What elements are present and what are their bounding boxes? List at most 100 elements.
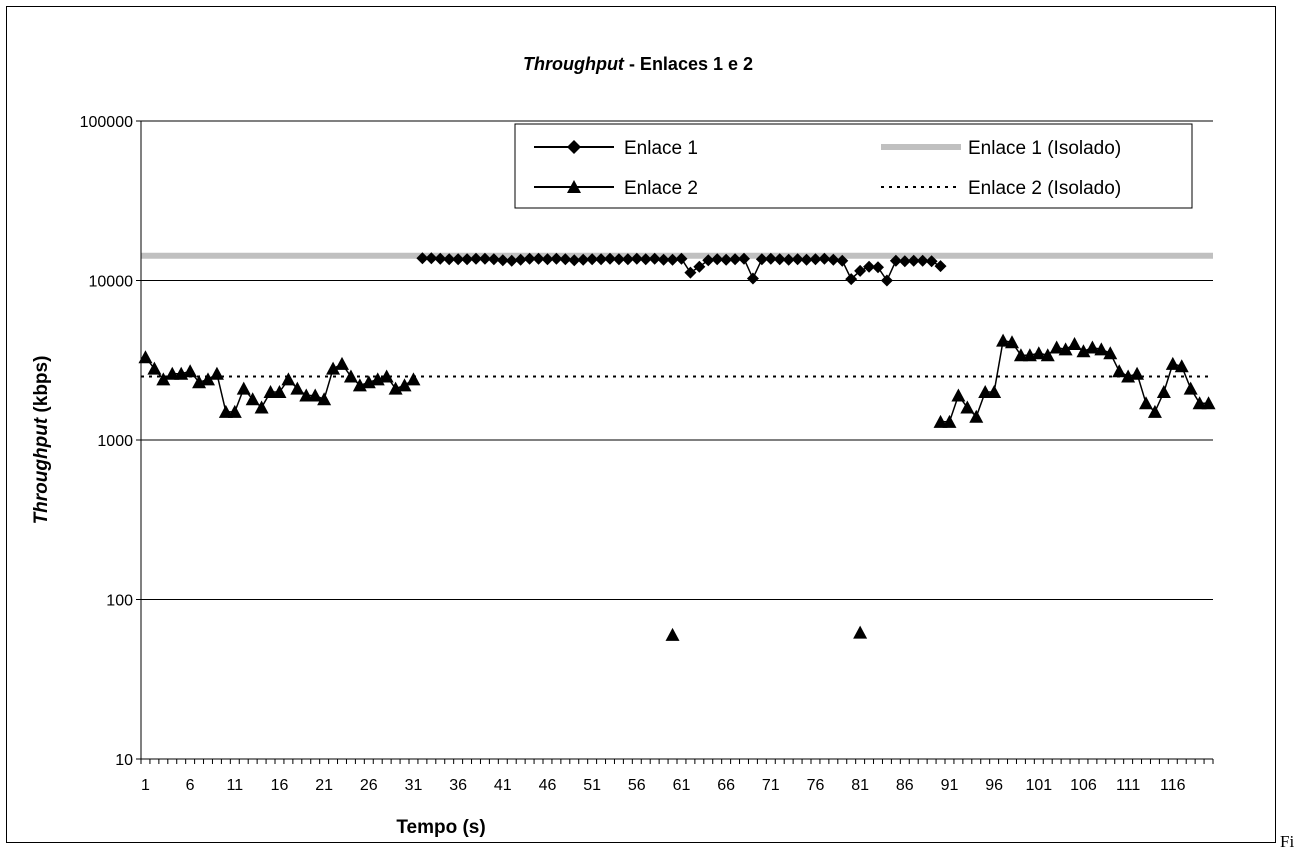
point-enlace-2 xyxy=(996,333,1011,347)
x-tick-label-116: 116 xyxy=(1160,777,1186,794)
point-enlace-2 xyxy=(379,369,394,383)
series-layer xyxy=(138,252,1216,641)
point-enlace-2 xyxy=(236,381,251,395)
x-tick-label-106: 106 xyxy=(1070,777,1097,794)
point-enlace-1 xyxy=(836,254,849,267)
y-axis-label-rest: (kbps) xyxy=(31,356,52,418)
point-enlace-2 xyxy=(254,400,269,414)
legend: Enlace 1 Enlace 1 (Isolado) Enlace 2 Enl… xyxy=(514,123,1193,209)
point-enlace-2 xyxy=(1103,346,1118,360)
x-axis-label: Tempo (s) xyxy=(396,817,485,838)
x-tick-label-76: 76 xyxy=(807,777,825,794)
y-tick-label-1000: 1000 xyxy=(97,433,133,450)
point-enlace-2 xyxy=(406,372,421,386)
x-tick-label-51: 51 xyxy=(583,777,601,794)
point-enlace-1 xyxy=(925,255,938,268)
point-enlace-1 xyxy=(514,253,527,266)
point-enlace-2 xyxy=(138,350,153,364)
point-enlace-2 xyxy=(1183,381,1198,395)
point-enlace-1 xyxy=(478,252,491,265)
point-enlace-2 xyxy=(317,392,332,406)
point-enlace-2 xyxy=(326,361,341,375)
point-enlace-1 xyxy=(550,252,563,265)
point-enlace-2 xyxy=(165,366,180,380)
point-enlace-2 xyxy=(1040,348,1055,362)
legend-marker-enlace-1 xyxy=(567,140,581,154)
point-enlace-2 xyxy=(1201,396,1216,410)
point-enlace-2 xyxy=(942,414,957,428)
point-enlace-2 xyxy=(1067,336,1082,350)
point-enlace-1 xyxy=(845,273,858,286)
point-enlace-2 xyxy=(156,372,171,386)
point-enlace-1 xyxy=(675,252,688,265)
point-enlace-1 xyxy=(577,253,590,266)
point-enlace-1 xyxy=(818,252,831,265)
x-tick-label-56: 56 xyxy=(628,777,646,794)
point-enlace-1 xyxy=(916,254,929,267)
point-enlace-1 xyxy=(934,260,947,273)
point-enlace-2 xyxy=(263,384,278,398)
point-enlace-1 xyxy=(532,252,545,265)
point-enlace-2 xyxy=(665,627,680,641)
point-enlace-1 xyxy=(434,252,447,265)
point-enlace-2 xyxy=(987,384,1002,398)
x-tick-label-46: 46 xyxy=(539,777,557,794)
point-enlace-2 xyxy=(1147,404,1162,418)
trailing-text: Fi xyxy=(1280,832,1295,851)
x-tick-label-11: 11 xyxy=(226,777,243,794)
point-enlace-2 xyxy=(397,378,412,392)
point-enlace-1 xyxy=(505,254,518,267)
point-enlace-1 xyxy=(863,260,876,273)
x-tick-label-41: 41 xyxy=(494,777,512,794)
point-enlace-1 xyxy=(898,255,911,268)
point-enlace-2 xyxy=(299,388,314,402)
point-enlace-2 xyxy=(1031,346,1046,360)
point-enlace-2 xyxy=(1130,366,1145,380)
point-enlace-2 xyxy=(290,381,305,395)
point-enlace-2 xyxy=(1139,396,1153,410)
x-tick-label-111: 111 xyxy=(1116,777,1140,794)
y-tick-label-100000: 100000 xyxy=(80,114,133,131)
point-enlace-1 xyxy=(907,254,920,267)
point-enlace-2 xyxy=(1058,342,1073,356)
x-tick-label-31: 31 xyxy=(405,777,423,794)
point-enlace-1 xyxy=(666,253,679,266)
point-enlace-2 xyxy=(960,400,975,414)
x-tick-label-96: 96 xyxy=(985,777,1003,794)
point-enlace-1 xyxy=(872,261,884,274)
point-enlace-2 xyxy=(978,384,993,398)
point-enlace-2 xyxy=(853,625,868,639)
x-tick-label-71: 71 xyxy=(762,777,780,794)
point-enlace-1 xyxy=(854,264,867,277)
x-tick-label-86: 86 xyxy=(896,777,914,794)
x-tick-label-61: 61 xyxy=(673,777,691,794)
isolated-lines xyxy=(141,252,1213,378)
point-enlace-1 xyxy=(523,252,536,265)
y-tick-label-100: 100 xyxy=(106,593,133,610)
point-enlace-1 xyxy=(746,272,759,285)
y-tick-label-10: 10 xyxy=(115,752,133,769)
x-tick-label-26: 26 xyxy=(360,777,378,794)
legend-box xyxy=(514,123,1193,209)
point-enlace-2 xyxy=(969,409,984,423)
point-enlace-2 xyxy=(933,414,948,428)
x-tick-label-16: 16 xyxy=(271,777,289,794)
legend-label-enlace-1: Enlace 1 xyxy=(624,138,698,159)
x-tick-label-66: 66 xyxy=(717,777,735,794)
point-enlace-2 xyxy=(335,356,349,370)
point-enlace-1 xyxy=(648,252,661,265)
y-tick-label-10000: 10000 xyxy=(89,274,134,291)
point-enlace-1 xyxy=(604,252,616,265)
x-tick-label-36: 36 xyxy=(449,777,467,794)
point-enlace-1 xyxy=(880,274,893,287)
legend-label-enlace-2-isolado: Enlace 2 (Isolado) xyxy=(968,178,1121,199)
point-enlace-1 xyxy=(693,260,706,273)
point-enlace-2 xyxy=(343,369,358,383)
point-enlace-2 xyxy=(218,404,233,418)
point-enlace-1 xyxy=(782,253,795,266)
point-enlace-1 xyxy=(827,253,840,266)
x-tick-label-81: 81 xyxy=(851,777,869,794)
point-enlace-1 xyxy=(657,253,670,266)
